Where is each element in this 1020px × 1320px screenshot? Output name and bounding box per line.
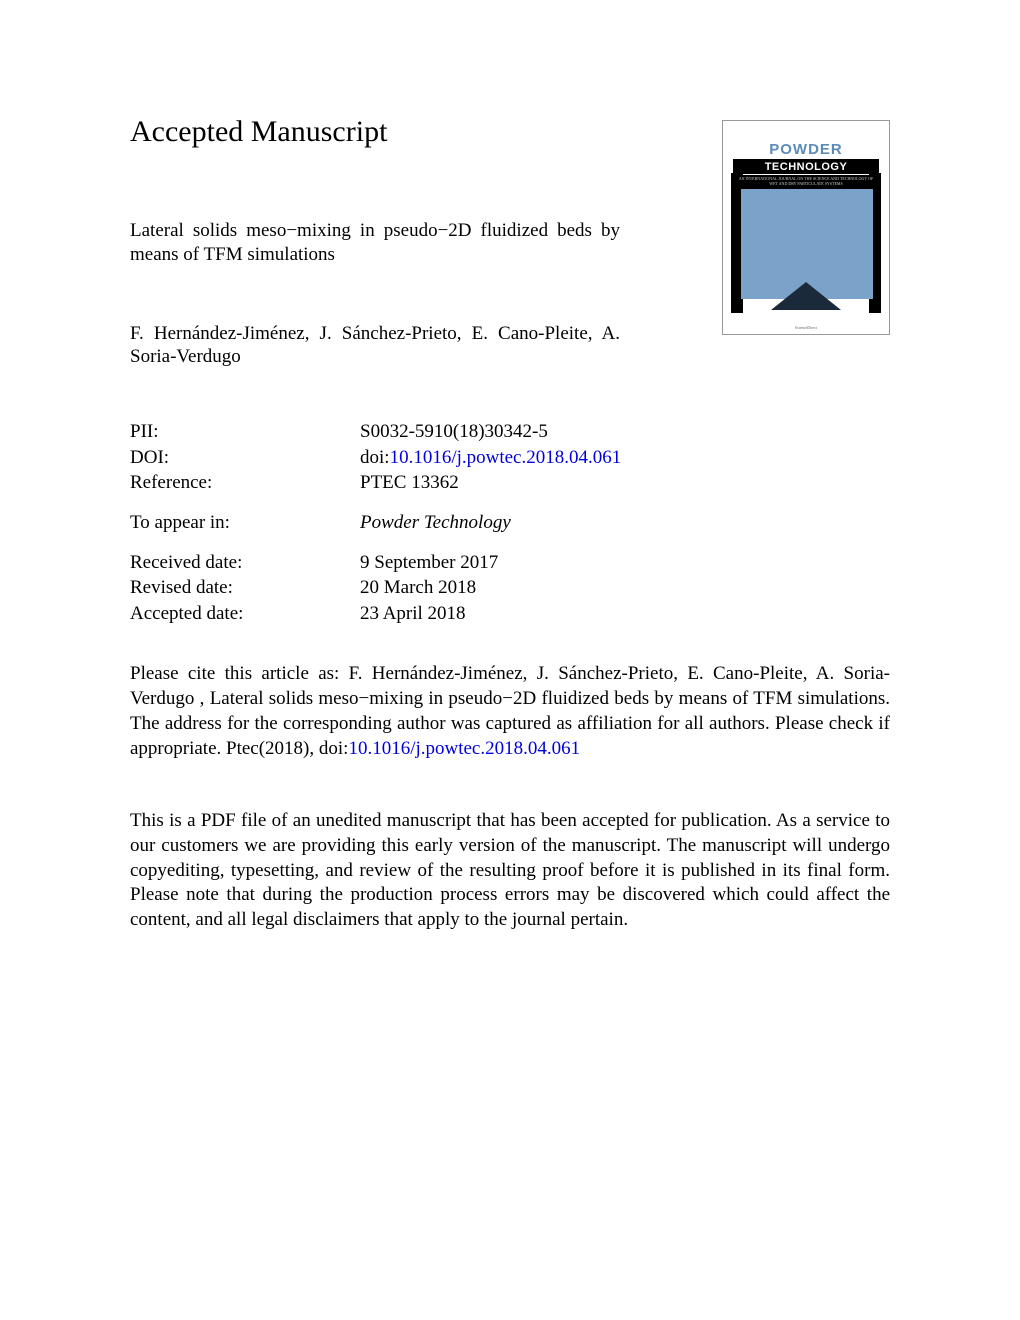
authors-list: F. Hernández-Jiménez, J. Sánchez-Prieto,… — [130, 322, 620, 370]
accepted-label: Accepted date: — [130, 601, 360, 627]
disclaimer-text: This is a PDF file of an unedited manusc… — [130, 809, 890, 932]
revised-value: 20 March 2018 — [360, 575, 890, 601]
pii-label: PII: — [130, 419, 360, 445]
appear-value: Powder Technology — [360, 510, 890, 536]
appear-label: To appear in: — [130, 510, 360, 536]
journal-cover-image: POWDER TECHNOLOGY AN INTERNATIONAL JOURN… — [722, 120, 890, 335]
reference-value: PTEC 13362 — [360, 470, 890, 496]
cover-journal-name: POWDER — [723, 141, 889, 158]
citation-doi-link[interactable]: 10.1016/j.powtec.2018.04.061 — [348, 738, 580, 759]
cover-tech-label: TECHNOLOGY — [733, 159, 879, 174]
reference-label: Reference: — [130, 470, 360, 496]
accepted-value: 23 April 2018 — [360, 601, 890, 627]
received-label: Received date: — [130, 550, 360, 576]
doi-link[interactable]: 10.1016/j.powtec.2018.04.061 — [390, 447, 622, 468]
received-value: 9 September 2017 — [360, 550, 890, 576]
doi-value: doi:10.1016/j.powtec.2018.04.061 — [360, 445, 890, 471]
manuscript-title: Lateral solids meso−mixing in pseudo−2D … — [130, 219, 620, 267]
citation-text: Please cite this article as: F. Hernánde… — [130, 662, 890, 761]
page-heading: Accepted Manuscript — [130, 115, 620, 149]
revised-label: Revised date: — [130, 575, 360, 601]
metadata-table: PII: S0032-5910(18)30342-5 DOI: doi:10.1… — [130, 419, 890, 626]
journal-cover: POWDER TECHNOLOGY AN INTERNATIONAL JOURN… — [722, 120, 890, 335]
pii-value: S0032-5910(18)30342-5 — [360, 419, 890, 445]
doi-label: DOI: — [130, 445, 360, 471]
